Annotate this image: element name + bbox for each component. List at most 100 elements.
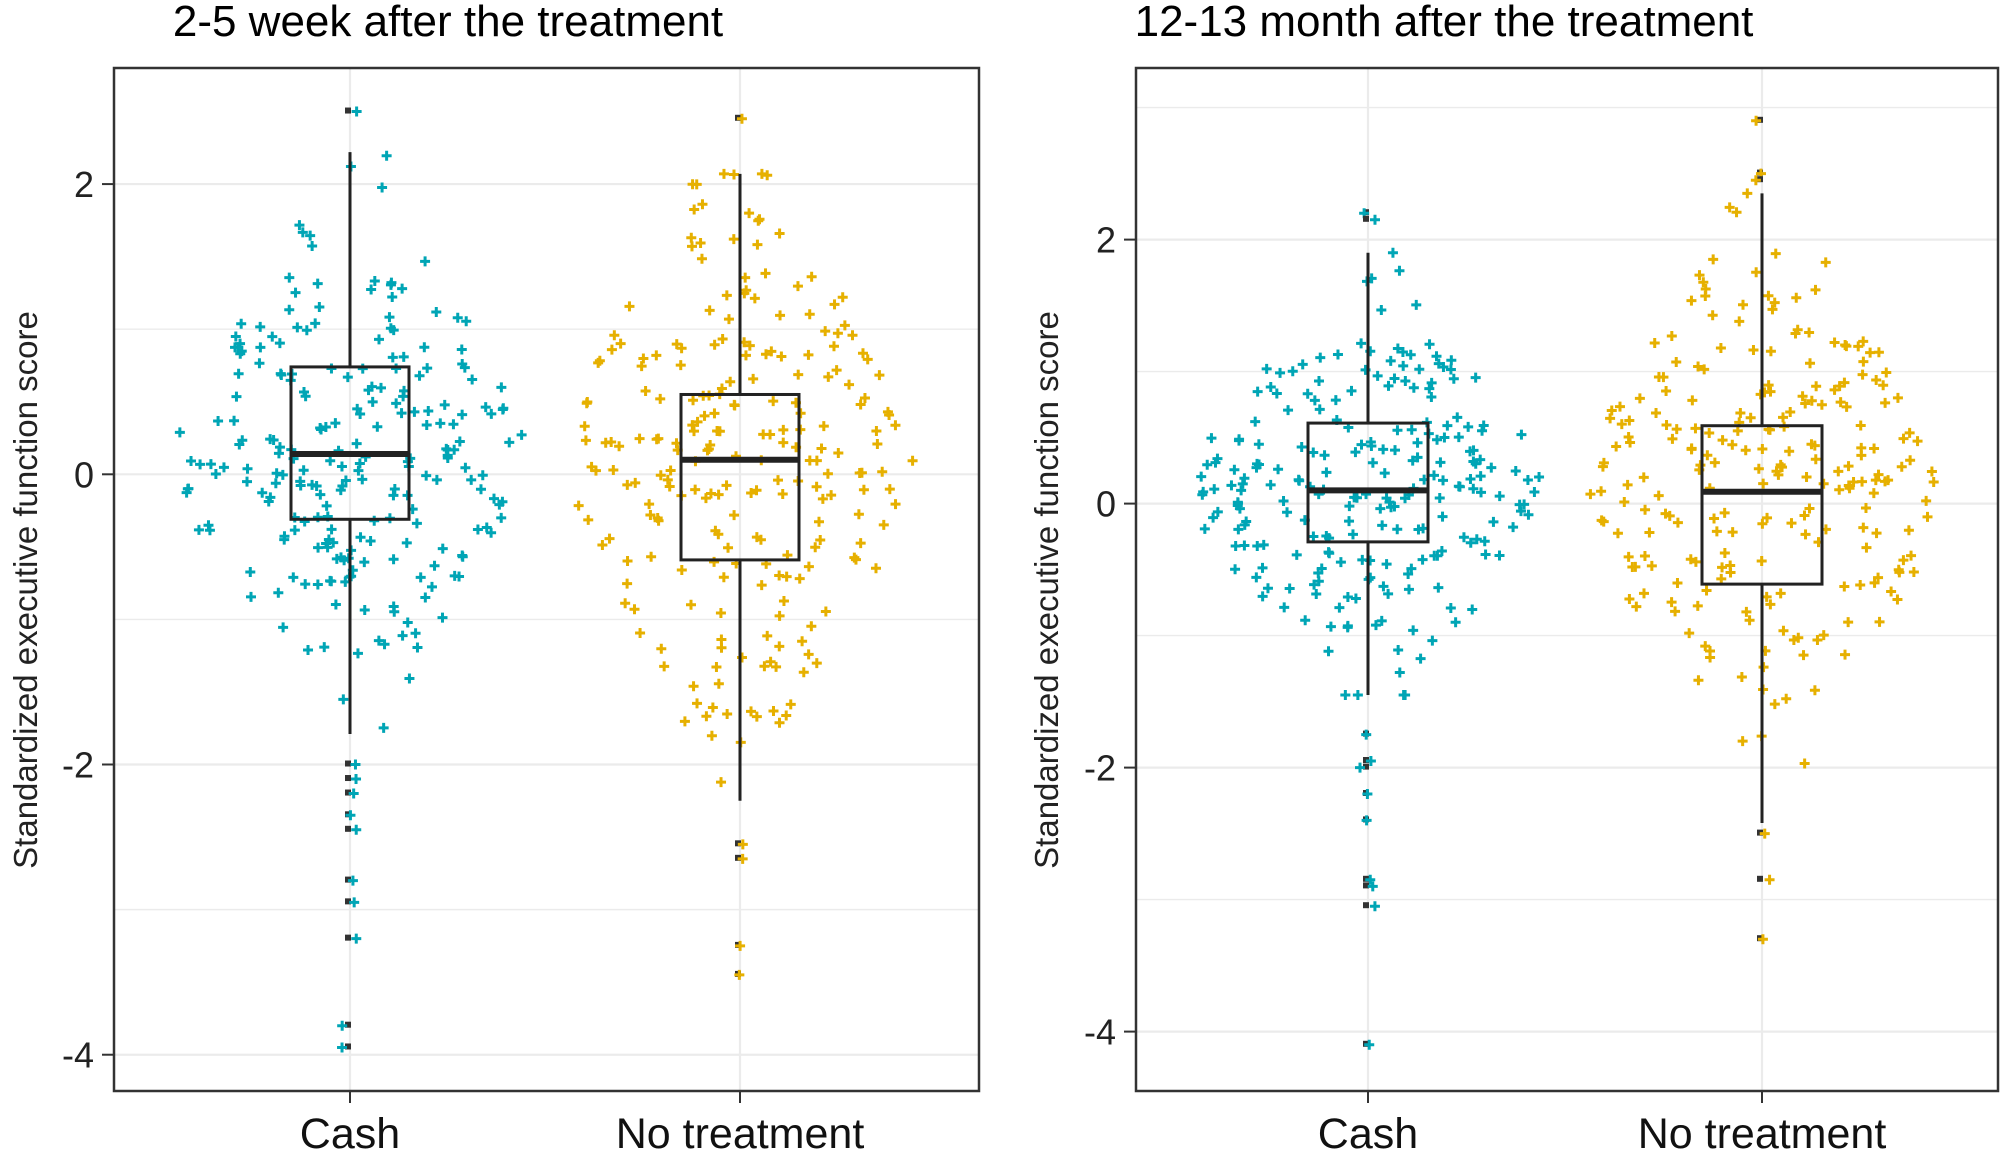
data-point <box>315 489 326 500</box>
data-point <box>284 304 295 315</box>
data-point <box>1403 568 1414 579</box>
data-point <box>1804 503 1815 514</box>
data-point <box>276 369 287 380</box>
data-point <box>1715 343 1726 354</box>
data-point <box>728 169 739 180</box>
data-point <box>1614 401 1625 412</box>
data-point <box>760 349 771 360</box>
data-point <box>1666 597 1677 608</box>
data-point <box>363 385 374 396</box>
data-point <box>254 358 265 369</box>
data-point <box>1869 443 1880 454</box>
data-point <box>300 579 311 590</box>
data-point <box>1634 393 1645 404</box>
data-point <box>289 525 300 536</box>
data-point <box>1377 520 1388 531</box>
data-point <box>1896 461 1907 472</box>
data-point <box>391 398 402 409</box>
data-point <box>849 552 860 563</box>
data-point <box>1709 457 1720 468</box>
data-point <box>718 168 729 179</box>
data-point <box>1262 583 1273 594</box>
data-point <box>711 662 722 673</box>
data-point <box>1515 506 1526 517</box>
data-point <box>1839 581 1850 592</box>
data-point <box>1623 551 1634 562</box>
data-point <box>1321 467 1332 478</box>
data-point <box>1347 529 1358 540</box>
data-point <box>218 462 229 473</box>
data-point <box>1239 540 1250 551</box>
data-point <box>811 658 822 669</box>
data-point <box>884 484 895 495</box>
data-point <box>348 788 359 799</box>
data-point <box>1257 562 1268 573</box>
data-point <box>1366 441 1377 452</box>
data-point <box>675 360 686 371</box>
data-point <box>1893 564 1904 575</box>
data-point <box>1799 510 1810 521</box>
data-point <box>1468 445 1479 456</box>
data-point <box>1209 484 1220 495</box>
data-point <box>1605 413 1616 424</box>
data-point <box>813 516 824 527</box>
data-point <box>411 518 422 529</box>
data-point <box>1651 408 1662 419</box>
data-point <box>345 810 356 821</box>
data-point <box>753 215 764 226</box>
outlier-point <box>345 789 351 796</box>
data-point <box>1735 407 1746 418</box>
data-point <box>486 408 497 419</box>
data-point <box>486 527 497 538</box>
grid <box>114 68 979 1091</box>
data-point <box>1848 477 1859 488</box>
jitter-points-cash <box>1196 208 1545 1050</box>
data-point <box>351 774 362 785</box>
data-point <box>448 419 459 430</box>
data-point <box>744 340 755 351</box>
data-point <box>315 422 326 433</box>
data-point <box>1856 450 1867 461</box>
data-point <box>1763 290 1774 301</box>
data-point <box>646 551 657 562</box>
data-point <box>721 480 732 491</box>
data-point <box>1308 531 1319 542</box>
data-point <box>1316 563 1327 574</box>
data-point <box>1829 337 1840 348</box>
data-point <box>1448 373 1459 384</box>
data-point <box>1684 628 1695 639</box>
grid <box>1136 68 1998 1091</box>
data-point <box>614 441 625 452</box>
data-point <box>1330 395 1341 406</box>
data-point <box>1585 489 1596 500</box>
data-point <box>1734 316 1745 327</box>
data-point <box>1394 265 1405 276</box>
data-point <box>204 525 215 536</box>
data-point <box>387 291 398 302</box>
data-point <box>1385 355 1396 366</box>
data-point <box>1858 336 1869 347</box>
data-point <box>186 455 197 466</box>
data-point <box>810 542 821 553</box>
data-point <box>457 409 468 420</box>
boxplot-cash <box>1306 252 1430 695</box>
data-point <box>365 535 376 546</box>
data-point <box>1271 388 1282 399</box>
data-point <box>271 468 282 479</box>
data-point <box>795 408 806 419</box>
data-point <box>422 363 433 374</box>
data-point <box>1717 435 1728 446</box>
data-point <box>1820 257 1831 268</box>
data-point <box>774 228 785 239</box>
data-point <box>1741 606 1752 617</box>
data-point <box>1283 405 1294 416</box>
data-point <box>1494 550 1505 561</box>
data-point <box>1611 441 1622 452</box>
y-tick-label: -4 <box>62 1035 94 1076</box>
data-point <box>792 281 803 292</box>
data-point <box>472 524 483 535</box>
data-point <box>1342 591 1353 602</box>
data-point <box>421 470 432 481</box>
data-point <box>874 370 885 381</box>
data-point <box>1690 556 1701 567</box>
